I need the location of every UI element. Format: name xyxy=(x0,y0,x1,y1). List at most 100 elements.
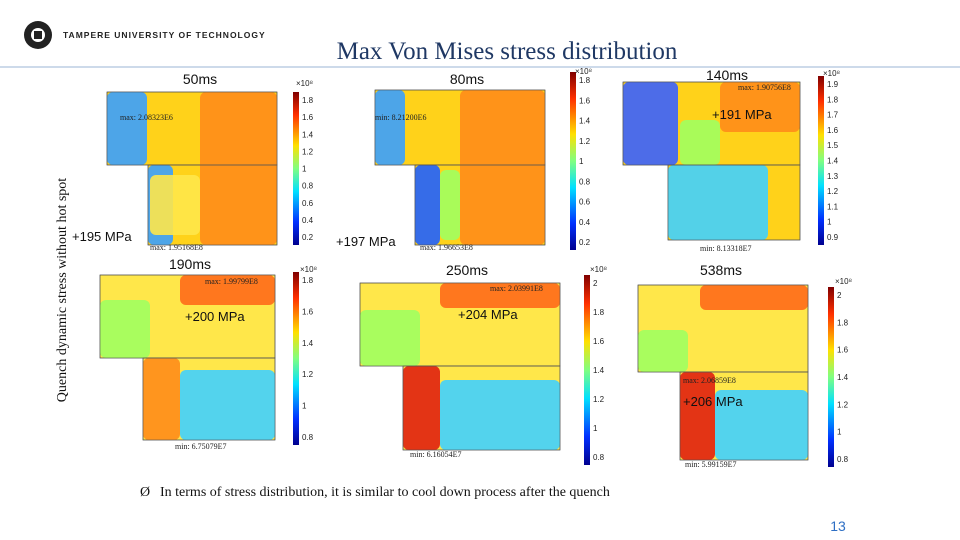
colorbar-tick-label: 1.9 xyxy=(827,80,839,89)
contour-outline xyxy=(414,164,546,246)
colorbar-tick-label: 1.4 xyxy=(837,373,849,382)
colorbar xyxy=(293,272,299,445)
colorbar-tick-label: 1.2 xyxy=(827,187,839,196)
stress-panel: 1.8 1.6 1.4 1.2 1 0.8 ×10⁸ 190ms max: 1.99799E8 m… xyxy=(99,256,317,451)
colorbar-tick-label: 1 xyxy=(302,402,307,411)
max-label: max: 2.03991E8 xyxy=(490,284,543,293)
panels: 1.8 1.6 1.4 1.2 1 0.8 0.6 0.4 0.2 ×10⁸ 50ms max: 1.… xyxy=(72,67,852,469)
logo: TAMPERE UNIVERSITY OF TECHNOLOGY xyxy=(24,21,266,49)
colorbar-tick-label: 1.6 xyxy=(593,337,605,346)
contour-band xyxy=(150,175,200,235)
colorbar-tick-label: 1.5 xyxy=(827,141,839,150)
time-label: 50ms xyxy=(183,71,217,87)
time-label: 538ms xyxy=(700,262,742,278)
colorbar-tick-label: 1.6 xyxy=(302,307,314,316)
colorbar-exponent: ×10⁸ xyxy=(590,265,607,274)
stress-panel: 1.8 1.6 1.4 1.2 1 0.8 0.6 0.4 0.2 ×10⁸ 80ms max: 1.… xyxy=(336,67,592,252)
contour-outline xyxy=(402,365,561,451)
stress-panel: 2 1.8 1.6 1.4 1.2 1 0.8 ×10⁸ 538ms max: 2.06859E8… xyxy=(637,262,852,469)
contour-band xyxy=(720,82,800,132)
contour-band xyxy=(680,372,715,460)
time-label: 140ms xyxy=(706,67,748,83)
title: Max Von Mises stress distribution xyxy=(337,38,678,65)
contour-band xyxy=(200,92,277,245)
colorbar-tick-label: 1.4 xyxy=(302,130,314,139)
colorbar-tick-label: 0.4 xyxy=(302,216,314,225)
contour-band xyxy=(180,370,275,440)
colorbar xyxy=(828,287,834,467)
contour-band xyxy=(180,275,275,305)
colorbar-tick-label: 1.4 xyxy=(579,117,591,126)
colorbar xyxy=(570,72,576,250)
colorbar-tick-label: 1 xyxy=(593,424,598,433)
colorbar-tick-label: 1.1 xyxy=(827,202,839,211)
colorbar-tick-label: 0.9 xyxy=(827,233,839,242)
colorbar-exponent: ×10⁸ xyxy=(835,277,852,286)
contour-band xyxy=(403,366,440,450)
contour-band xyxy=(360,310,420,366)
colorbar-tick-label: 1.6 xyxy=(837,346,849,355)
colorbar-tick-label: 1.7 xyxy=(827,111,839,120)
contour-band xyxy=(100,300,150,358)
bullet: In terms of stress distribution, it is s… xyxy=(160,485,610,500)
colorbar-tick-label: 1.4 xyxy=(302,339,314,348)
colorbar-tick-label: 1.8 xyxy=(593,308,605,317)
logo-text: TAMPERE UNIVERSITY OF TECHNOLOGY xyxy=(63,30,266,40)
contour-outline xyxy=(667,164,801,241)
colorbar-tick-label: 0.4 xyxy=(579,218,591,227)
contour-band xyxy=(440,380,560,450)
min-label: min: 6.16054E7 xyxy=(410,450,462,459)
colorbar-tick-label: 2 xyxy=(837,291,842,300)
max-label: max: 1.99799E8 xyxy=(205,277,258,286)
colorbar-tick-label: 1.8 xyxy=(302,96,314,105)
colorbar-tick-label: 0.6 xyxy=(579,198,591,207)
stress-panel: 1.9 1.8 1.7 1.6 1.5 1.4 1.3 1.2 1.1 1 0.9 ×10⁸ 140ms… xyxy=(622,67,840,253)
min-label: min: 8.21200E6 xyxy=(375,113,427,122)
colorbar-tick-label: 1.8 xyxy=(302,276,314,285)
time-label: 190ms xyxy=(169,256,211,272)
max-label: max: 1.90756E8 xyxy=(738,83,791,92)
colorbar-tick-label: 1.8 xyxy=(827,95,839,104)
contour-outline xyxy=(147,164,278,246)
min-label: min: 5.99159E7 xyxy=(685,460,737,469)
colorbar-tick-label: 1.2 xyxy=(579,137,591,146)
bullet-arrow: Ø xyxy=(140,485,150,500)
max-label: max: 2.06859E8 xyxy=(683,376,736,385)
contour-band xyxy=(460,90,545,245)
stress-annotation: +206 MPa xyxy=(683,394,743,409)
min-label: max: 2.08323E6 xyxy=(120,113,173,122)
contour-band xyxy=(668,165,768,240)
colorbar-tick-label: 0.6 xyxy=(302,199,314,208)
colorbar-tick-label: 0.8 xyxy=(837,455,849,464)
stress-annotation: +204 MPa xyxy=(458,307,518,322)
colorbar-tick-label: 1.2 xyxy=(302,370,314,379)
stress-annotation: +195 MPa xyxy=(72,229,132,244)
contour-band xyxy=(700,285,808,310)
contour-band xyxy=(440,170,460,240)
colorbar-tick-label: 1 xyxy=(827,218,832,227)
contour-band xyxy=(623,82,678,165)
contour-outline xyxy=(679,371,809,461)
colorbar-tick-label: 1.6 xyxy=(827,126,839,135)
colorbar-exponent: ×10⁸ xyxy=(300,265,317,274)
colorbar-tick-label: 1.8 xyxy=(837,318,849,327)
stress-annotation: +191 MPa xyxy=(712,107,772,122)
stress-panel: 1.8 1.6 1.4 1.2 1 0.8 0.6 0.4 0.2 ×10⁸ 50ms max: 1.… xyxy=(72,71,314,252)
colorbar-tick-label: 1.2 xyxy=(837,400,849,409)
colorbar-tick-label: 1.4 xyxy=(827,157,839,166)
time-label: 80ms xyxy=(450,71,484,87)
min-label: min: 8.13318E7 xyxy=(700,244,752,253)
colorbar-tick-label: 1.8 xyxy=(579,76,591,85)
colorbar-tick-label: 1.4 xyxy=(593,366,605,375)
side-label: Quench dynamic stress without hot spot xyxy=(55,178,70,402)
colorbar xyxy=(293,92,299,245)
contour-band xyxy=(415,165,440,245)
stress-annotation: +197 MPa xyxy=(336,234,396,249)
colorbar-tick-label: 1.2 xyxy=(593,395,605,404)
page-number: 13 xyxy=(830,518,846,534)
contour-band xyxy=(375,90,405,165)
contour-band xyxy=(440,283,560,308)
colorbar-exponent: ×10⁸ xyxy=(575,67,592,76)
